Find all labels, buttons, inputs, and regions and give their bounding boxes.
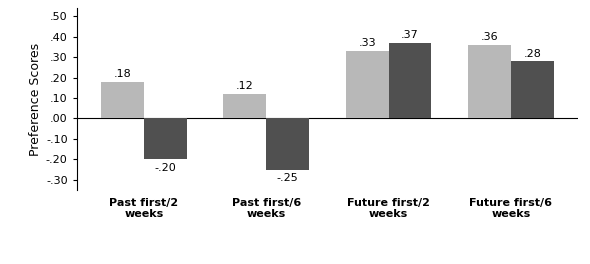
Text: .36: .36 bbox=[481, 32, 499, 42]
Bar bbox=[511, 61, 554, 119]
Bar bbox=[224, 94, 266, 119]
Text: .12: .12 bbox=[236, 81, 254, 91]
Text: .37: .37 bbox=[401, 30, 419, 40]
Bar bbox=[468, 45, 511, 119]
Bar bbox=[101, 82, 144, 119]
Text: .18: .18 bbox=[114, 69, 132, 79]
Text: -.25: -.25 bbox=[277, 173, 299, 183]
Bar bbox=[266, 119, 309, 169]
Text: -.20: -.20 bbox=[155, 163, 176, 173]
Text: .28: .28 bbox=[523, 49, 541, 59]
Y-axis label: Preference Scores: Preference Scores bbox=[29, 43, 42, 155]
Text: .33: .33 bbox=[358, 39, 376, 49]
Bar bbox=[389, 43, 431, 119]
Bar bbox=[144, 119, 187, 159]
Bar bbox=[346, 51, 389, 119]
